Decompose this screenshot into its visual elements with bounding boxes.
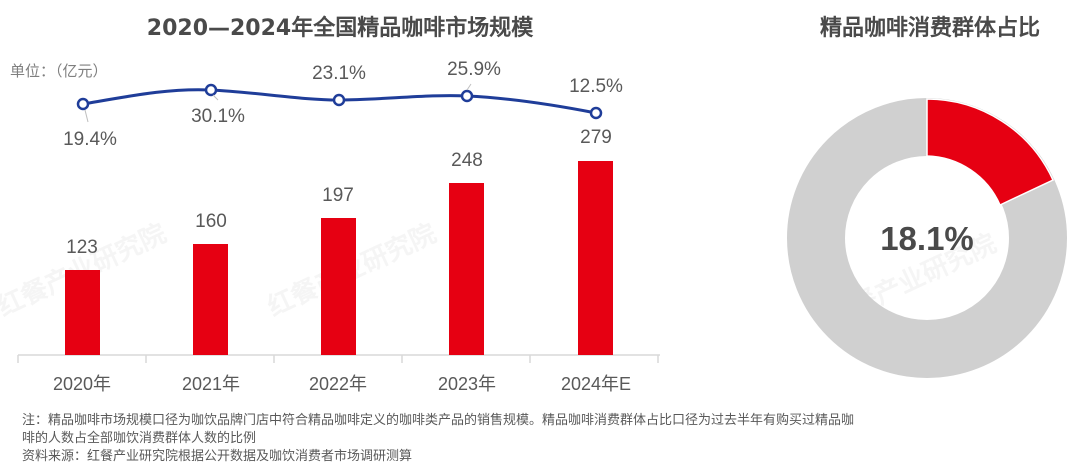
bar-2022	[321, 218, 356, 355]
bar-2024	[578, 161, 613, 355]
note-line: 注：精品咖啡市场规模口径为咖饮品牌门店中符合精品咖啡定义的咖啡类产品的销售规模。…	[22, 413, 855, 428]
bar-label: 123	[66, 237, 98, 258]
left-chart-title: 2020—2024年全国精品咖啡市场规模	[146, 16, 534, 41]
bar-label: 248	[451, 150, 483, 171]
bar-2021	[193, 244, 228, 355]
donut-chart: 18.1%	[787, 98, 1067, 378]
line-label: 23.1%	[312, 63, 366, 84]
x-label: 2023年	[438, 374, 496, 394]
footnotes: 注：精品咖啡市场规模口径为咖饮品牌门店中符合精品咖啡定义的咖啡类产品的销售规模。…	[22, 412, 1072, 466]
bar-label: 197	[322, 185, 354, 206]
bar-label: 279	[580, 127, 612, 148]
x-label: 2022年	[309, 374, 367, 394]
bar-2020	[65, 270, 100, 355]
right-chart-title: 精品咖啡消费群体占比	[819, 16, 1040, 41]
donut-highlight-slice	[926, 98, 1054, 207]
line-label: 25.9%	[447, 59, 501, 80]
x-label: 2024年E	[561, 374, 631, 394]
note-line: 啡的人数占全部咖饮消费群体人数的比例	[22, 431, 257, 446]
bar-series	[65, 161, 613, 355]
donut-center-label: 18.1%	[880, 220, 974, 257]
line-label: 30.1%	[191, 106, 245, 127]
bar-label: 160	[195, 211, 227, 232]
x-label: 2020年	[53, 374, 111, 394]
bar-2023	[449, 183, 484, 355]
line-label: 12.5%	[569, 76, 623, 97]
x-label: 2021年	[182, 374, 240, 394]
line-label: 19.4%	[63, 129, 117, 150]
source-line: 资料来源：红餐产业研究院根据公开数据及咖饮消费者市场调研测算	[22, 449, 413, 464]
unit-label: 单位：（亿元）	[10, 62, 108, 80]
line-markers	[76, 83, 603, 120]
